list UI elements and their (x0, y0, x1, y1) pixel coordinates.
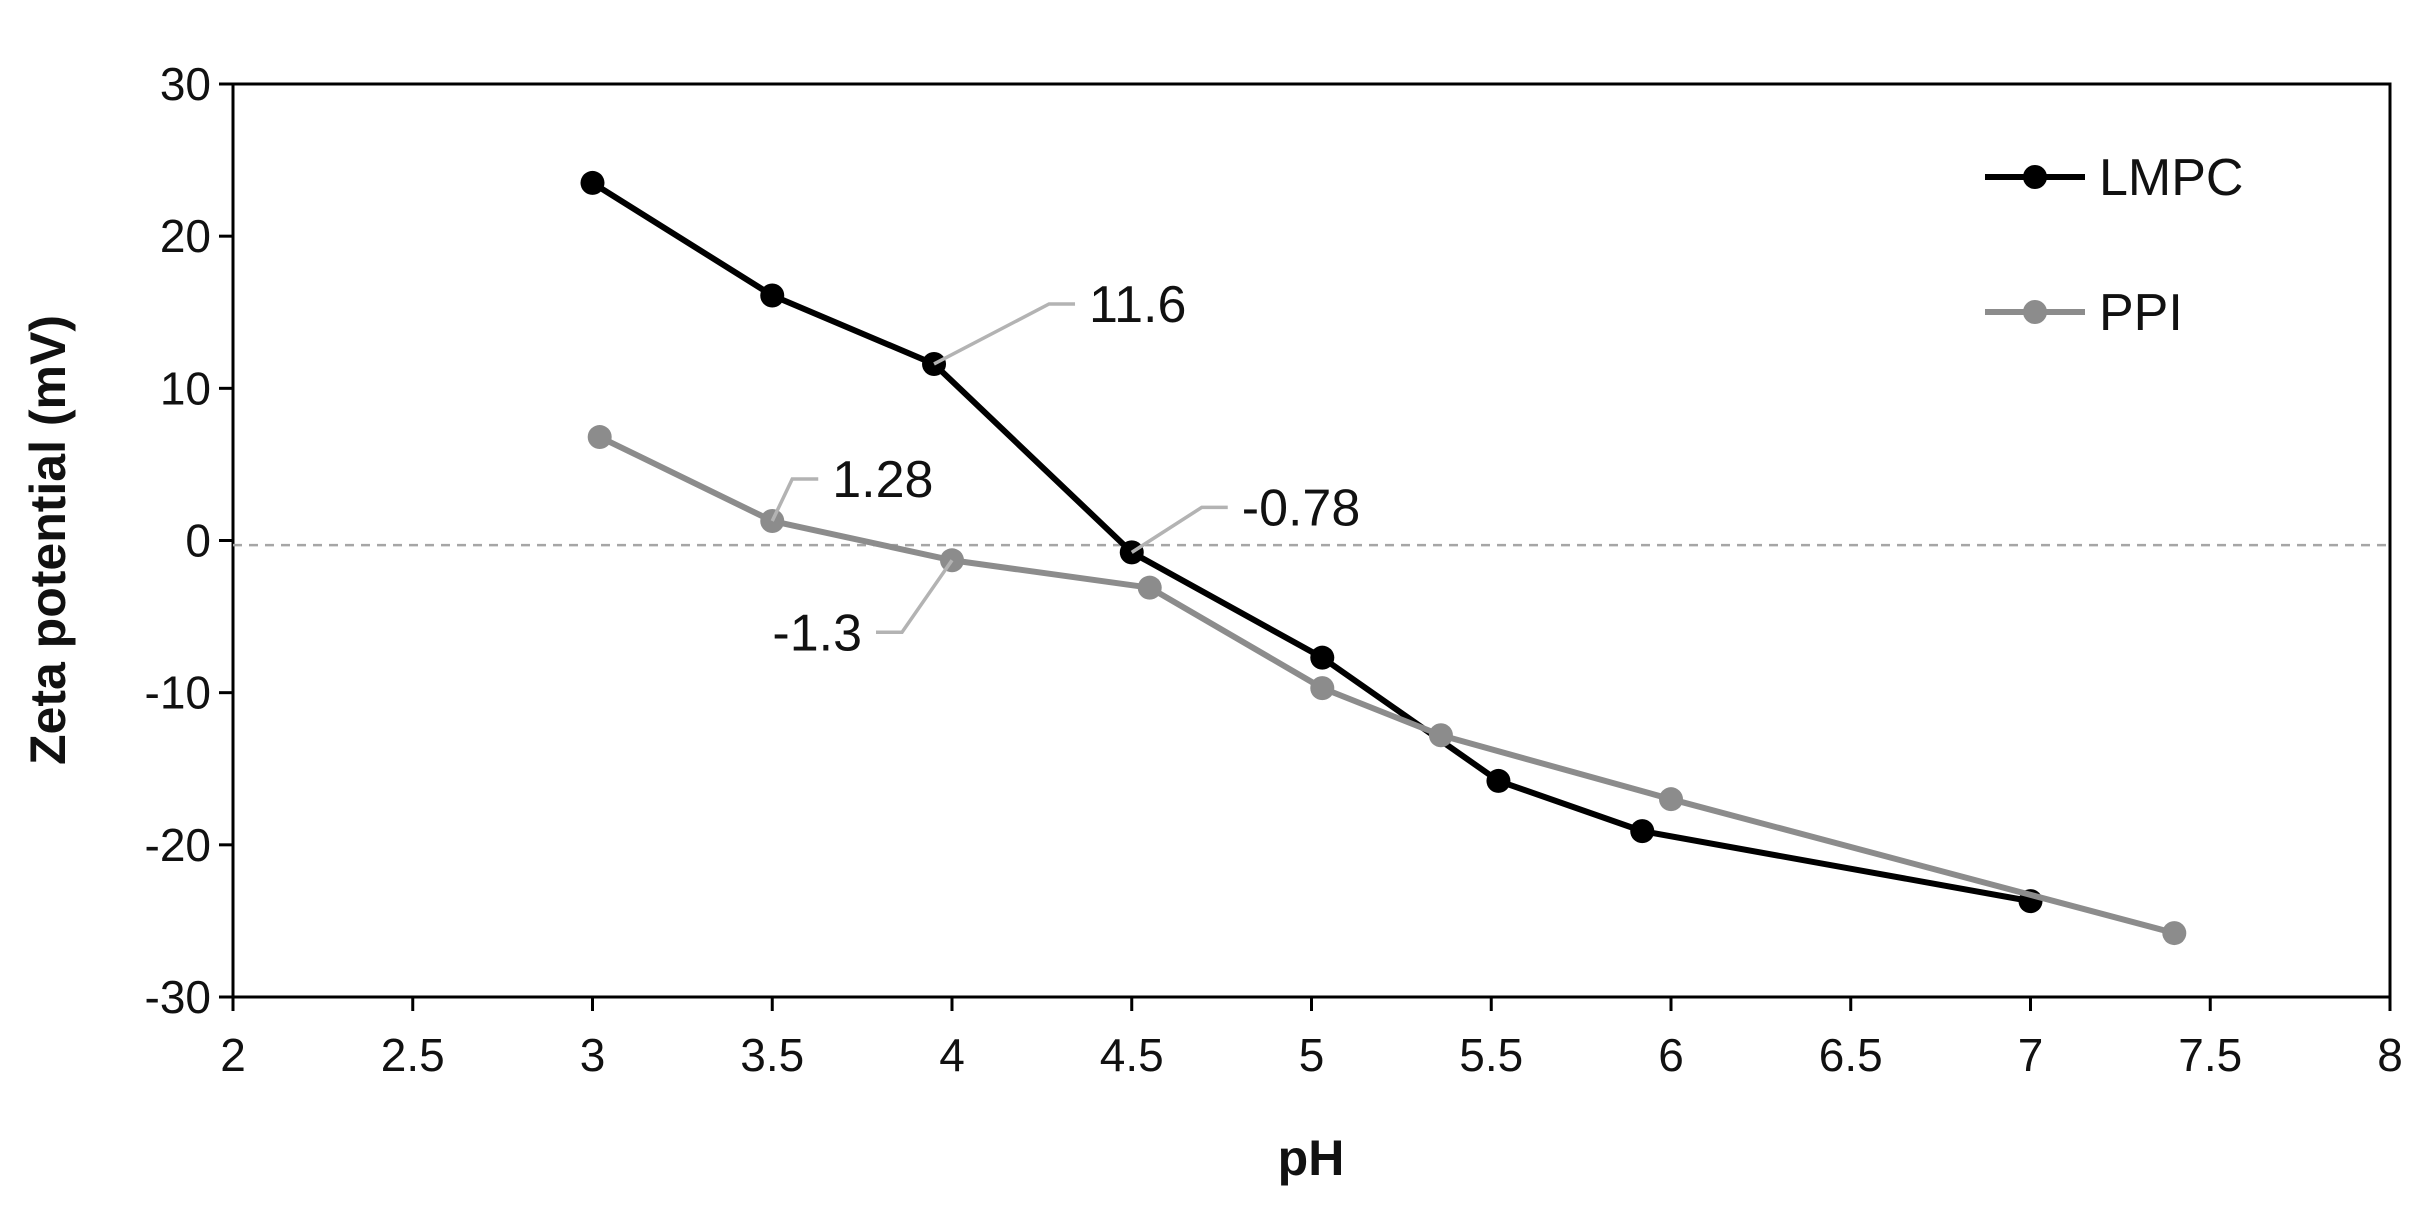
y-tick-label: 0 (185, 515, 211, 567)
annotation-label: -1.3 (772, 604, 862, 662)
data-point-lmpc (1486, 768, 1511, 793)
x-tick-label: 3.5 (740, 1029, 804, 1081)
x-tick-label: 7 (2018, 1029, 2044, 1081)
y-tick-label: -20 (145, 819, 211, 871)
y-tick-label: -10 (145, 667, 211, 719)
series-lmpc (580, 170, 2043, 914)
y-tick-label: 30 (160, 58, 211, 110)
annotation-label: -0.78 (1242, 479, 1361, 537)
x-axis-title: pH (1278, 1130, 1345, 1186)
data-point-lmpc (1630, 819, 1655, 844)
annotation-leader (933, 302, 1076, 366)
series-ppi (587, 425, 2187, 946)
x-tick-label: 2 (220, 1029, 246, 1081)
x-tick-label: 4.5 (1100, 1029, 1164, 1081)
data-point-lmpc (1310, 645, 1335, 670)
x-tick-label: 7.5 (2178, 1029, 2242, 1081)
x-tick-label: 3 (580, 1029, 606, 1081)
data-point-ppi (1428, 723, 1453, 748)
annotation-leader (876, 559, 954, 635)
data-point-ppi (1310, 676, 1335, 701)
plot-frame (231, 82, 2392, 999)
x-tick-label: 4 (939, 1029, 965, 1081)
x-tick-label: 2.5 (381, 1029, 445, 1081)
x-tick-label: 5 (1299, 1029, 1325, 1081)
data-point-lmpc (760, 283, 785, 308)
data-point-ppi (1137, 575, 1162, 600)
y-tick-label: 20 (160, 210, 211, 262)
legend-swatch-marker (2023, 165, 2047, 189)
legend-item-lmpc: LMPC (1985, 149, 2243, 207)
legend-label: PPI (2099, 284, 2183, 342)
legend-item-ppi: PPI (1985, 284, 2183, 342)
annotation-leader (770, 477, 819, 522)
data-point-ppi (2162, 921, 2187, 946)
x-tick-label: 8 (2377, 1029, 2403, 1081)
x-tick-label: 6.5 (1819, 1029, 1883, 1081)
annotation-leader (1130, 505, 1228, 554)
legend-swatch-marker (2023, 300, 2047, 324)
legend-label: LMPC (2099, 149, 2243, 207)
x-tick-label: 5.5 (1459, 1029, 1523, 1081)
annotation-label: 11.6 (1089, 276, 1186, 334)
data-point-ppi (1659, 787, 1683, 812)
series-line-ppi (598, 434, 2176, 936)
data-point-lmpc (580, 170, 605, 195)
y-axis-title: Zeta potential (mV) (20, 315, 76, 765)
annotation-label: 1.28 (832, 451, 933, 509)
y-tick-label: -30 (145, 971, 211, 1023)
x-tick-label: 6 (1658, 1029, 1684, 1081)
series-line-lmpc (590, 180, 2032, 905)
data-point-ppi (587, 425, 612, 450)
y-tick-label: 10 (160, 362, 211, 414)
